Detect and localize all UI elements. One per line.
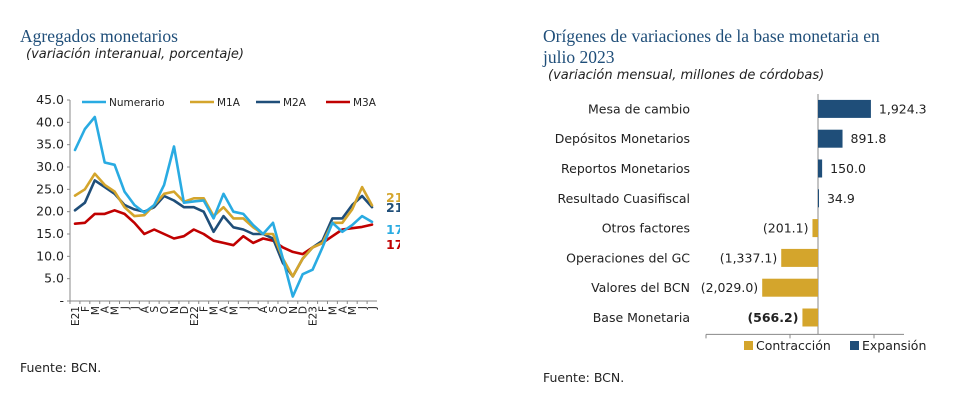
left-chart-subtitle: (variación interanual, porcentaje) [26, 47, 244, 62]
bar [818, 159, 823, 178]
line-chart: 45.0 40.0 35.0 30.0 25.0 20.0 15.0 10.0 5.0 - E21… [36, 92, 400, 326]
category-label: Resultado Cuasifiscal [557, 191, 690, 206]
bar-group: Mesa de cambio 1,924.3 Depósitos Monetario… [555, 99, 927, 327]
x-tick-label: M [347, 306, 359, 315]
x-tick-label: F [199, 306, 211, 312]
series-line-numerario [73, 115, 374, 298]
bar [818, 99, 871, 118]
end-value-label: 17.1 [386, 237, 400, 252]
legend-label: Expansión [862, 338, 926, 353]
x-tick-label: M [209, 306, 221, 315]
chart-legend: Numerario M1A M2A M3A [82, 97, 377, 109]
x-tick-label: J [238, 306, 250, 310]
end-labels: 21.421.0 17.717.1 [386, 190, 400, 252]
category-label: Valores del BCN [591, 280, 690, 295]
x-tick-label: A [139, 305, 151, 313]
x-tick-label: S [268, 306, 280, 313]
right-chart-title-line1: Orígenes de variaciones de la base monet… [543, 26, 880, 46]
right-source: Fuente: BCN. [543, 370, 625, 385]
x-tick-label: M [327, 306, 339, 315]
value-label: (1,337.1) [720, 250, 777, 265]
x-tick-label: S [149, 306, 161, 313]
end-value-label: 21.4 [386, 190, 400, 205]
end-value-label: 21.0 [386, 200, 400, 215]
legend-swatch-expansion [850, 341, 859, 350]
y-axis: 45.0 40.0 35.0 30.0 25.0 20.0 15.0 10.0 5.0 - [36, 92, 377, 308]
bar-chart: Mesa de cambio 1,924.3 Depósitos Monetario… [555, 94, 927, 353]
y-tick-label: 45.0 [36, 92, 64, 107]
x-tick-label: J [357, 306, 369, 310]
x-tick-label: M [90, 306, 102, 315]
bar [818, 129, 843, 148]
x-tick-label: J [129, 306, 141, 310]
x-tick-label: A [100, 305, 112, 313]
x-tick-label: J [367, 306, 379, 310]
left-chart-title: Agregados monetarios [20, 26, 178, 46]
y-tick-label: 20.0 [36, 204, 64, 219]
value-label: 1,924.3 [879, 101, 927, 116]
bar [762, 278, 818, 297]
category-label: Mesa de cambio [588, 101, 690, 116]
y-tick-label: 15.0 [36, 226, 64, 241]
y-tick-label: 10.0 [36, 248, 64, 263]
y-tick-label: 35.0 [36, 137, 64, 152]
x-tick-label: J [248, 306, 260, 310]
category-label: Operaciones del GC [566, 250, 690, 265]
x-tick-label: A [258, 305, 270, 313]
right-chart-title-line2: julio 2023 [543, 47, 615, 67]
series-line-m1a [73, 172, 374, 278]
category-label: Depósitos Monetarios [555, 131, 690, 146]
value-label: (2,029.0) [701, 280, 758, 295]
bar [781, 248, 818, 267]
x-tick-label: E22 [189, 306, 201, 326]
value-label: (566.2) [747, 310, 798, 325]
value-label: 34.9 [827, 191, 855, 206]
x-tick-label: A [337, 305, 349, 313]
x-tick-label: F [318, 306, 330, 312]
value-label: 891.8 [851, 131, 887, 146]
category-label: Reportos Monetarios [561, 161, 690, 176]
legend-label: Numerario [109, 97, 165, 109]
left-source: Fuente: BCN. [20, 360, 102, 375]
x-tick-label: F [80, 306, 92, 312]
y-tick-label: - [59, 293, 64, 308]
end-value-label: 17.7 [386, 222, 400, 237]
right-chart-subtitle: (variación mensual, millones de córdobas… [548, 68, 825, 83]
x-tick-label: M [110, 306, 122, 315]
legend-label: M1A [217, 97, 241, 109]
x-tick-label: E23 [308, 306, 320, 326]
x-tick-label: D [179, 306, 191, 314]
x-tick-label: J [119, 306, 131, 310]
y-tick-label: 30.0 [36, 159, 64, 174]
legend-swatch-contraccion [744, 341, 753, 350]
line-series-group [73, 115, 374, 298]
y-tick-label: 40.0 [36, 114, 64, 129]
x-tick-label: A [219, 305, 231, 313]
bar-legend: Contracción Expansión [744, 338, 926, 353]
x-tick-label: M [228, 306, 240, 315]
x-tick-label: O [159, 306, 171, 314]
x-tick-label: E21 [70, 306, 82, 326]
legend-label: M3A [353, 97, 377, 109]
legend-label: M2A [283, 97, 307, 109]
category-label: Base Monetaria [593, 310, 690, 325]
bar [812, 219, 818, 238]
category-label: Otros factores [602, 221, 690, 236]
x-tick-label: N [288, 306, 300, 314]
legend-label: Contracción [756, 338, 831, 353]
bar [818, 189, 819, 208]
x-tick-label: O [278, 306, 290, 314]
value-label: 150.0 [830, 161, 866, 176]
y-tick-label: 25.0 [36, 181, 64, 196]
x-tick-label: D [298, 306, 310, 314]
bar [802, 308, 818, 327]
y-tick-label: 5.0 [44, 271, 64, 286]
value-label: (201.1) [763, 221, 809, 236]
x-tick-label: N [169, 306, 181, 314]
